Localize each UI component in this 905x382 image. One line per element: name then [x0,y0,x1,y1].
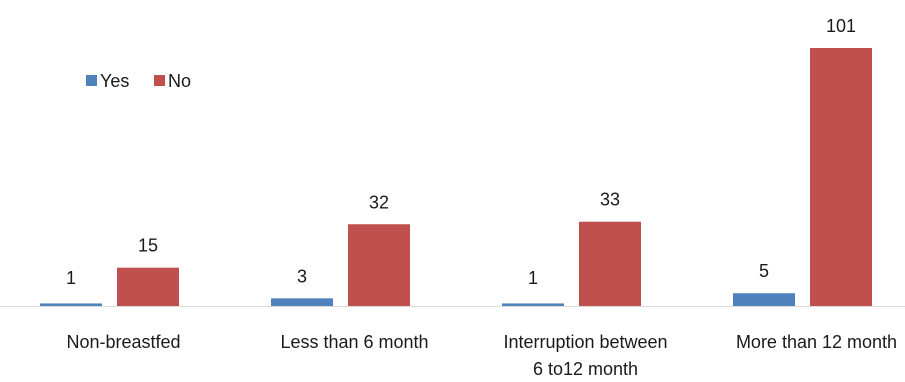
data-label-no-3: 33 [600,190,620,210]
legend-swatch-no [154,75,165,86]
legend-label-yes: Yes [100,71,129,91]
category-labels: Non-breastfed Less than 6 month Interrupti… [66,332,897,379]
data-label-yes-4: 5 [759,261,769,281]
legend-swatch-yes [86,75,97,86]
bar-yes-1 [40,303,102,306]
data-label-yes-2: 3 [297,266,307,286]
category-label-3: Interruption between 6 to12 month [503,332,667,379]
bar-no-2 [348,224,410,306]
bar-yes-2 [271,298,333,306]
category-label-1: Non-breastfed [66,332,180,352]
bar-no-3 [579,221,641,306]
category-label-2: Less than 6 month [280,332,428,352]
data-label-yes-1: 1 [66,268,76,288]
legend: Yes No [86,71,191,91]
category-label-4: More than 12 month [736,332,897,352]
data-label-no-2: 32 [369,192,389,212]
bar-yes-3 [502,303,564,306]
data-label-no-1: 15 [138,236,158,256]
bar-yes-4 [733,293,795,306]
data-label-no-4: 101 [826,16,856,36]
legend-label-no: No [168,71,191,91]
bar-no-4 [810,48,872,306]
data-labels: 1 15 3 32 1 33 5 101 [66,16,856,288]
bars [40,48,872,306]
data-label-yes-3: 1 [528,268,538,288]
bar-no-1 [117,267,179,306]
